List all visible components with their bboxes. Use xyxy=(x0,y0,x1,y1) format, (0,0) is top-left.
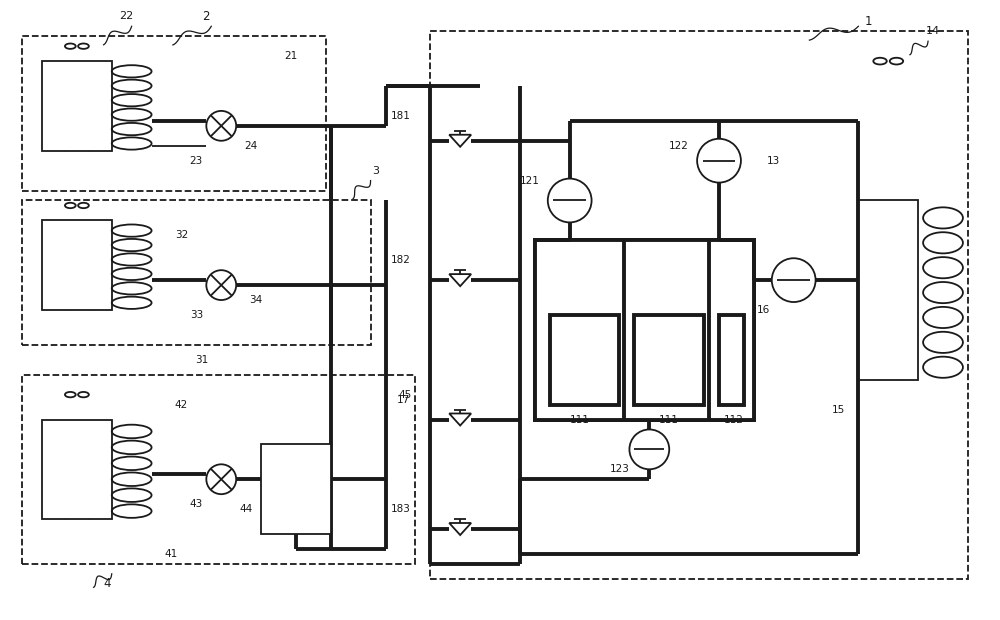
Bar xyxy=(858,200,918,379)
Text: 15: 15 xyxy=(832,405,845,415)
Ellipse shape xyxy=(65,203,76,208)
Bar xyxy=(22,200,371,345)
Text: 3: 3 xyxy=(372,166,379,175)
Text: 16: 16 xyxy=(757,305,770,315)
Polygon shape xyxy=(449,523,471,535)
Text: 45: 45 xyxy=(399,389,412,400)
Text: 111: 111 xyxy=(570,415,590,425)
Text: 182: 182 xyxy=(391,255,410,265)
Circle shape xyxy=(206,111,236,141)
Circle shape xyxy=(206,270,236,300)
Text: 41: 41 xyxy=(165,549,178,559)
Text: 21: 21 xyxy=(284,51,298,61)
Text: 112: 112 xyxy=(724,415,744,425)
Text: 111: 111 xyxy=(659,415,679,425)
Bar xyxy=(42,61,112,151)
Ellipse shape xyxy=(78,392,89,397)
Ellipse shape xyxy=(78,43,89,49)
Text: 1: 1 xyxy=(865,15,872,28)
Bar xyxy=(261,445,331,534)
Text: 22: 22 xyxy=(120,11,134,21)
Bar xyxy=(42,420,112,519)
Text: 123: 123 xyxy=(610,464,629,474)
Circle shape xyxy=(629,430,669,469)
Text: 44: 44 xyxy=(240,504,253,514)
Text: 13: 13 xyxy=(767,156,780,166)
Ellipse shape xyxy=(78,203,89,208)
Bar xyxy=(430,31,968,579)
Bar xyxy=(535,241,754,420)
Text: 181: 181 xyxy=(391,111,410,121)
Text: 24: 24 xyxy=(244,141,258,151)
Ellipse shape xyxy=(65,392,76,397)
Text: 122: 122 xyxy=(669,141,689,151)
Text: 121: 121 xyxy=(520,175,540,185)
Bar xyxy=(550,315,619,405)
Text: 32: 32 xyxy=(175,231,188,241)
Text: 23: 23 xyxy=(190,156,203,166)
Ellipse shape xyxy=(890,58,903,64)
Circle shape xyxy=(697,139,741,182)
Bar xyxy=(22,36,326,190)
Text: 43: 43 xyxy=(190,499,203,509)
Bar xyxy=(22,374,415,564)
Polygon shape xyxy=(449,135,471,147)
Text: 42: 42 xyxy=(175,399,188,410)
Text: 4: 4 xyxy=(103,577,111,590)
Circle shape xyxy=(772,259,816,302)
Text: 183: 183 xyxy=(391,504,410,514)
Text: 33: 33 xyxy=(190,310,203,320)
Polygon shape xyxy=(449,414,471,425)
Text: 14: 14 xyxy=(926,26,940,36)
Polygon shape xyxy=(449,274,471,286)
Bar xyxy=(535,241,754,420)
Text: 2: 2 xyxy=(203,10,210,23)
Bar xyxy=(42,220,112,310)
Ellipse shape xyxy=(65,43,76,49)
Ellipse shape xyxy=(873,58,887,64)
Bar xyxy=(719,315,744,405)
Circle shape xyxy=(548,179,592,223)
Circle shape xyxy=(206,464,236,494)
Text: 17: 17 xyxy=(397,394,410,405)
Bar xyxy=(634,315,704,405)
Text: 31: 31 xyxy=(195,355,208,365)
Text: 34: 34 xyxy=(249,295,263,305)
